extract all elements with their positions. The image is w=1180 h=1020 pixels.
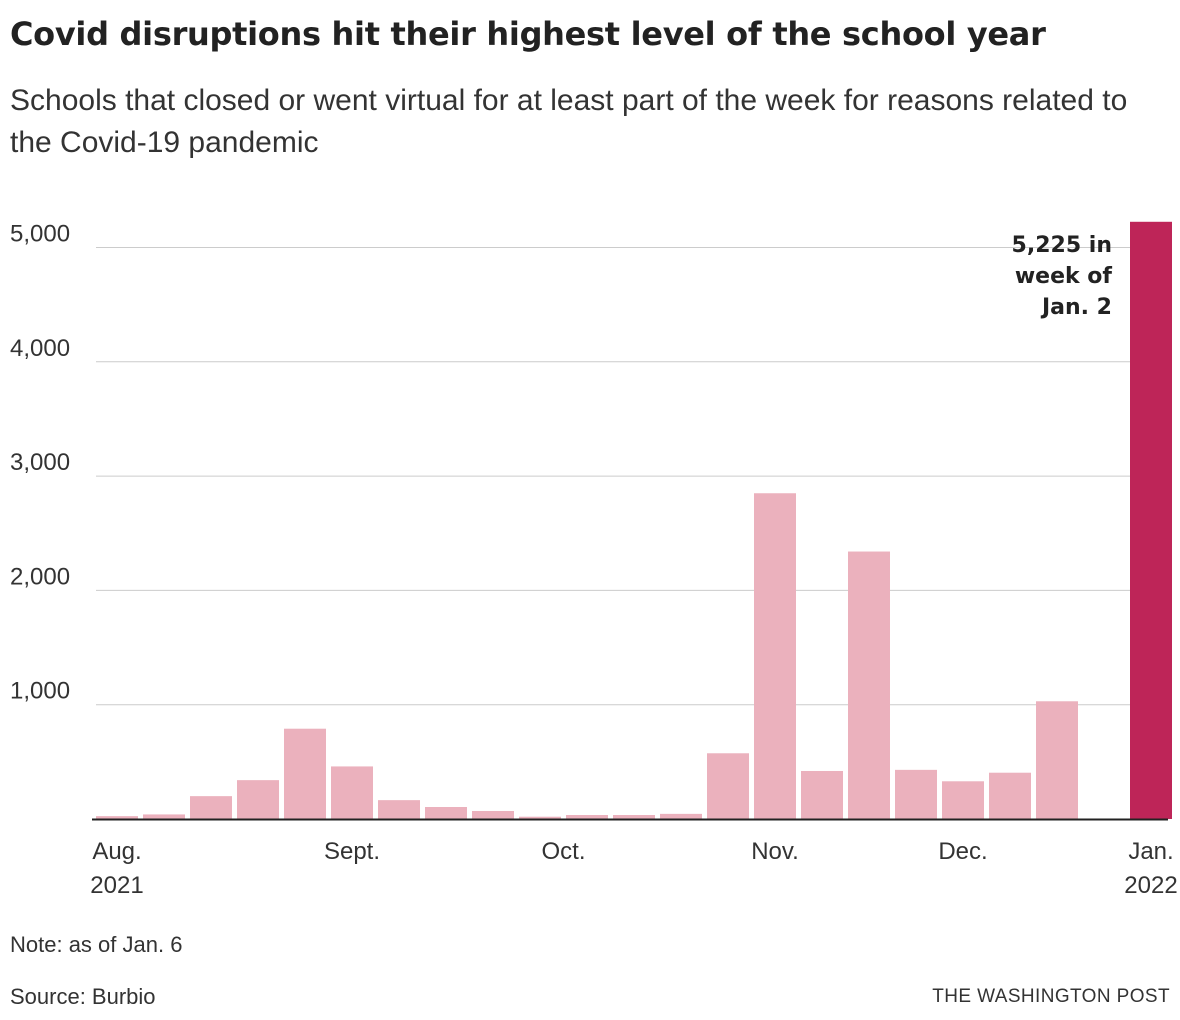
chart-source: Source: Burbio: [10, 984, 156, 1009]
y-tick-label: 2,000: [10, 563, 70, 590]
x-tick-label: Nov.: [751, 838, 799, 865]
bar: [942, 781, 984, 819]
bar: [566, 814, 608, 819]
bars: [96, 221, 1172, 820]
bar: [519, 816, 561, 819]
x-tick-label: Dec.: [938, 838, 987, 865]
y-tick-label: 3,000: [10, 449, 70, 476]
publisher-credit: THE WASHINGTON POST: [932, 986, 1170, 1007]
bar: [895, 769, 937, 819]
x-tick-label: Sept.: [324, 838, 380, 865]
chart-subtitle: Schools that closed or went virtual for …: [10, 84, 1128, 159]
bar: [331, 766, 373, 819]
bar: [660, 813, 702, 819]
bar: [143, 814, 185, 819]
y-tick-label: 5,000: [10, 221, 70, 248]
bar: [237, 780, 279, 819]
bar: [96, 816, 138, 819]
x-tick-labels: Aug. 2021 Sept. Oct. Nov. Dec. Jan. 2022: [90, 838, 1177, 899]
bar-chart: 1,000 2,000 3,000 4,000 5,000 Aug. 2021 Sept. O…: [10, 221, 1178, 900]
bar-highlight: [1130, 221, 1172, 820]
bar: [989, 772, 1031, 819]
bar: [707, 753, 749, 819]
chart-title: Covid disruptions hit their highest leve…: [10, 15, 1046, 53]
bar: [425, 806, 467, 819]
bar: [284, 728, 326, 819]
peak-annotation: 5,225 in week of Jan. 2: [1012, 233, 1113, 320]
bar: [613, 814, 655, 819]
x-tick-label: Jan. 2022: [1124, 838, 1177, 899]
bar: [848, 551, 890, 819]
chart-note: Note: as of Jan. 6: [10, 932, 183, 957]
bar: [801, 770, 843, 819]
gridlines: [96, 247, 1168, 706]
y-tick-label: 4,000: [10, 335, 70, 362]
x-tick-label: Oct.: [541, 838, 585, 865]
bar: [472, 810, 514, 819]
bar: [190, 796, 232, 819]
y-tick-label: 1,000: [10, 678, 70, 705]
bar: [754, 493, 796, 819]
x-tick-label: Aug. 2021: [90, 838, 143, 899]
annotation: 5,225 in week of Jan. 2: [1012, 233, 1113, 320]
bar: [1036, 701, 1078, 819]
bar: [378, 800, 420, 819]
y-tick-labels: 1,000 2,000 3,000 4,000 5,000: [10, 221, 70, 705]
